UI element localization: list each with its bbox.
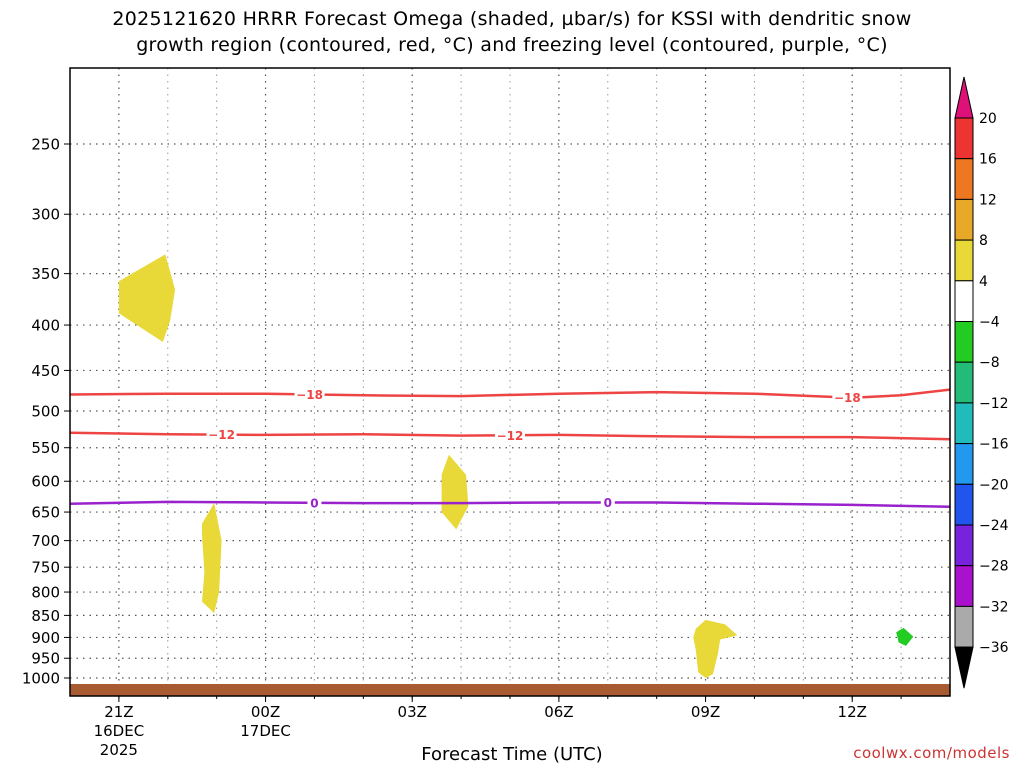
x-tick-label: 12Z (838, 703, 867, 721)
colorbar: 20 16 12 8 4 −4 −8 −12 −16 −20 −24 −28 −32 −36 (954, 76, 1009, 689)
x-tick-label: 03Z (398, 703, 427, 721)
colorbar-segment (954, 280, 974, 322)
chart-title-line2: growth region (contoured, red, °C) and f… (136, 34, 888, 56)
y-tick-label: 400 (31, 317, 60, 335)
x-tick-date: 17DEC (240, 722, 291, 740)
colorbar-bottom-arrow (954, 646, 974, 689)
contour-label: 0 (604, 496, 612, 510)
ground-band (70, 684, 950, 696)
colorbar-tick-label: −36 (979, 640, 1009, 656)
colorbar-tick-label: −32 (979, 599, 1009, 615)
contour-line-0 (70, 500, 950, 508)
contour-line-minus18 (70, 388, 950, 399)
colorbar-segment (954, 605, 974, 648)
x-axis-label: Forecast Time (UTC) (421, 744, 603, 765)
colorbar-tick-label: 12 (979, 192, 997, 208)
omega-region-3 (441, 454, 469, 530)
colorbar-segment (954, 117, 974, 160)
contour-label-bg (832, 390, 863, 405)
colorbar-tick-label: −8 (979, 355, 1000, 371)
colorbar-tick-label: 16 (979, 152, 997, 168)
colorbar-tick-label: −4 (979, 315, 1000, 331)
y-tick-label: 900 (31, 629, 60, 647)
omega-region-2 (202, 503, 222, 614)
colorbar-tick-label: −24 (979, 518, 1009, 534)
colorbar-tick-label: −16 (979, 437, 1009, 453)
chart-title-line1: 2025121620 HRRR Forecast Omega (shaded, … (112, 8, 912, 30)
y-tick-label: 300 (31, 206, 60, 224)
contour-label: −12 (497, 429, 524, 443)
watermark: coolwx.com/models (853, 744, 1010, 762)
x-tick-label: 00Z (251, 703, 280, 721)
colorbar-segment (954, 402, 974, 445)
colorbar-top-arrow (954, 76, 974, 119)
grid-layer (70, 68, 950, 696)
contour-label: −18 (296, 388, 323, 402)
contour-label-bg (206, 427, 237, 442)
colorbar-segment (954, 483, 974, 526)
colorbar-tick-label: −12 (979, 396, 1009, 412)
contour-label-bg (495, 428, 525, 443)
y-tick-label: 550 (31, 439, 60, 457)
y-tick-label: 950 (31, 650, 60, 668)
y-tick-label: 650 (31, 504, 60, 522)
colorbar-segment (954, 443, 974, 485)
colorbar-segment (954, 524, 974, 567)
contour-label: −18 (834, 391, 861, 405)
x-tick-date: 16DEC (94, 722, 145, 740)
contour-label-bg (294, 387, 325, 402)
y-tick-label: 250 (31, 136, 60, 154)
contour-label-bg (307, 495, 322, 510)
y-tick-label: 700 (31, 532, 60, 550)
colorbar-segment (954, 565, 974, 607)
y-tick-label: 450 (31, 362, 60, 380)
colorbar-segment (954, 361, 974, 404)
x-tick-label: 21Z (104, 703, 133, 721)
contour-label: 0 (310, 496, 318, 510)
colorbar-segment (954, 198, 974, 241)
contour-label: −12 (208, 428, 235, 442)
contour-layer: −18 −18 −12 −12 0 0 (70, 387, 950, 510)
colorbar-tick-label: −28 (979, 559, 1009, 575)
x-tick-label: 09Z (691, 703, 720, 721)
y-tick-label: 850 (31, 607, 60, 625)
omega-region-5 (896, 627, 914, 646)
chart-title: 2025121620 HRRR Forecast Omega (shaded, … (0, 6, 1024, 58)
y-axis: 250 300 350 400 450 500 550 600 650 700 750 800 850 9… (22, 136, 70, 688)
colorbar-segment (954, 321, 974, 363)
colorbar-segment (954, 239, 974, 282)
colorbar-tick-label: 4 (979, 274, 988, 290)
omega-region-1 (118, 254, 176, 342)
colorbar-segment (954, 158, 974, 200)
colorbar-tick-label: 20 (979, 111, 997, 127)
y-tick-label: 800 (31, 584, 60, 602)
x-tick-year: 2025 (100, 741, 138, 759)
y-tick-label: 350 (31, 265, 60, 283)
colorbar-tick-label: 8 (979, 233, 988, 249)
contour-label-bg (600, 495, 615, 510)
y-tick-label: 750 (31, 559, 60, 577)
y-tick-label: 600 (31, 473, 60, 491)
y-tick-label: 1000 (22, 670, 60, 688)
omega-shading-layer (118, 254, 914, 678)
x-tick-label: 06Z (544, 703, 573, 721)
omega-region-4 (693, 619, 738, 678)
colorbar-tick-label: −20 (979, 477, 1009, 493)
y-tick-label: 500 (31, 403, 60, 421)
